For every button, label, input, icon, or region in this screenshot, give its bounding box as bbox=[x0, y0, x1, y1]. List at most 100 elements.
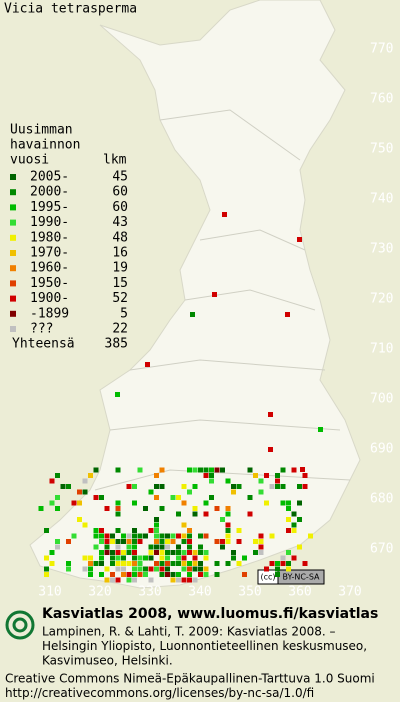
observation bbox=[176, 555, 181, 561]
legend-count: 43 bbox=[112, 215, 128, 230]
observation bbox=[192, 555, 198, 561]
legend-label: 1990- bbox=[30, 215, 69, 230]
observation bbox=[198, 561, 203, 566]
y-tick-label: 700 bbox=[370, 392, 393, 407]
observation bbox=[187, 550, 192, 555]
observation bbox=[137, 572, 143, 577]
observation bbox=[187, 561, 192, 566]
observation bbox=[258, 478, 264, 484]
legend-total-label: Yhteensä bbox=[12, 337, 75, 352]
observation bbox=[187, 539, 192, 544]
observation bbox=[286, 506, 291, 511]
observation bbox=[55, 544, 60, 550]
legend-swatch bbox=[10, 250, 16, 256]
observation bbox=[192, 561, 198, 566]
observation bbox=[242, 572, 247, 577]
observation bbox=[121, 566, 126, 572]
observation bbox=[198, 572, 203, 577]
observation bbox=[258, 489, 264, 495]
observation bbox=[203, 566, 209, 572]
citation-line: Kasvimuseo, Helsinki. bbox=[42, 654, 173, 668]
observation bbox=[159, 555, 165, 561]
legend-count: 5 bbox=[120, 306, 128, 321]
legend-count: 15 bbox=[112, 276, 128, 291]
site-title: Kasviatlas 2008, www.luomus.fi/kasviatla… bbox=[42, 606, 378, 622]
observation bbox=[93, 495, 99, 500]
observation bbox=[126, 533, 132, 539]
observation bbox=[280, 467, 286, 473]
observation bbox=[126, 577, 132, 583]
observation bbox=[132, 484, 137, 489]
observation bbox=[187, 489, 192, 495]
observation bbox=[297, 544, 302, 550]
observation bbox=[93, 544, 99, 550]
legend-swatch bbox=[10, 265, 16, 272]
observation bbox=[126, 550, 132, 555]
observation bbox=[214, 506, 220, 511]
observation bbox=[110, 577, 115, 583]
legend-header: vuosi bbox=[10, 153, 49, 168]
observation bbox=[192, 506, 198, 511]
observation bbox=[181, 555, 187, 561]
observation bbox=[121, 550, 126, 555]
observation bbox=[154, 533, 159, 539]
observation bbox=[93, 528, 99, 533]
observation bbox=[121, 533, 126, 539]
citation-line: Helsingin Yliopisto, Luonnontieteellinen… bbox=[42, 639, 367, 653]
observation bbox=[110, 550, 115, 555]
observation bbox=[38, 506, 44, 511]
observation bbox=[77, 489, 82, 495]
observation bbox=[203, 467, 209, 473]
observation bbox=[275, 566, 280, 572]
observation bbox=[159, 550, 165, 555]
observation bbox=[247, 511, 253, 517]
observation bbox=[110, 561, 115, 566]
observation bbox=[181, 522, 187, 528]
license-line: Creative Commons Nimeä-Epäkaupallinen-Ta… bbox=[5, 672, 375, 686]
observation bbox=[275, 473, 280, 478]
observation bbox=[154, 539, 159, 544]
observation bbox=[88, 473, 93, 478]
observation bbox=[132, 561, 137, 566]
observation bbox=[93, 561, 99, 566]
observation bbox=[104, 566, 110, 572]
y-tick-label: 690 bbox=[370, 442, 393, 457]
observation bbox=[104, 539, 110, 544]
citation-line: Lampinen, R. & Lahti, T. 2009: Kasviatla… bbox=[42, 625, 336, 639]
observation bbox=[165, 539, 170, 544]
observation bbox=[148, 566, 154, 572]
observation bbox=[214, 467, 220, 473]
y-tick-label: 750 bbox=[370, 142, 393, 157]
legend-label: 1980- bbox=[30, 230, 69, 245]
legend-count: 52 bbox=[112, 291, 128, 306]
observation bbox=[88, 555, 93, 561]
observation bbox=[280, 561, 286, 566]
observation bbox=[214, 572, 220, 577]
observation bbox=[159, 572, 165, 577]
observation bbox=[154, 550, 159, 555]
observation bbox=[253, 539, 258, 544]
observation bbox=[225, 506, 231, 511]
observation bbox=[297, 517, 302, 522]
observation bbox=[203, 500, 209, 506]
observation bbox=[198, 544, 203, 550]
observation bbox=[126, 484, 132, 489]
observation bbox=[181, 539, 187, 544]
observation bbox=[132, 555, 137, 561]
observation bbox=[104, 506, 110, 511]
observation bbox=[236, 528, 242, 533]
observation bbox=[143, 566, 148, 572]
x-tick-label: 310 bbox=[38, 585, 61, 600]
observation bbox=[82, 489, 88, 495]
observation bbox=[236, 561, 242, 566]
observation bbox=[225, 561, 231, 566]
observation bbox=[115, 577, 121, 583]
legend-swatch bbox=[10, 204, 16, 211]
observation bbox=[104, 550, 110, 555]
observation bbox=[302, 473, 308, 478]
observation bbox=[55, 495, 60, 500]
observation bbox=[82, 566, 88, 572]
observation bbox=[203, 572, 209, 577]
observation bbox=[99, 572, 104, 577]
finland-outline bbox=[29, 0, 361, 589]
